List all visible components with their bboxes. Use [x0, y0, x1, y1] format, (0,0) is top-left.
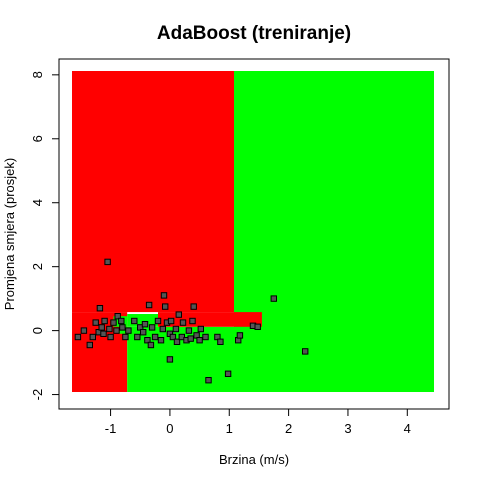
data-point — [101, 317, 108, 325]
data-point — [74, 333, 82, 341]
x-axis: -1 0 1 2 3 4 — [105, 408, 411, 436]
data-point — [119, 324, 126, 331]
data-point — [147, 341, 155, 349]
data-point — [217, 338, 224, 346]
data-point — [197, 325, 205, 333]
data-point — [96, 305, 104, 312]
data-point — [189, 317, 196, 325]
data-point — [107, 333, 114, 341]
chart-title: AdaBoost (treniranje) — [157, 23, 351, 44]
data-point — [134, 333, 141, 341]
data-point — [179, 319, 187, 326]
x-tick-label: 3 — [344, 421, 351, 436]
data-point — [98, 324, 105, 331]
data-point — [144, 337, 151, 344]
data-point — [125, 327, 132, 334]
data-point — [80, 327, 88, 334]
data-point — [254, 323, 261, 331]
data-point — [106, 325, 113, 333]
data-point — [151, 333, 159, 341]
data-point — [110, 319, 117, 326]
data-point — [131, 317, 138, 325]
data-point — [154, 317, 162, 325]
data-point — [167, 317, 175, 325]
data-point — [86, 341, 93, 349]
data-point — [89, 333, 96, 341]
data-point — [175, 311, 183, 318]
data-point — [178, 333, 186, 341]
x-axis-label: Brzina (m/s) — [219, 452, 289, 467]
data-point — [185, 327, 193, 334]
x-tick-label: -1 — [105, 421, 117, 436]
data-point — [202, 333, 209, 341]
data-point — [187, 335, 194, 342]
data-point — [190, 303, 197, 310]
data-point — [140, 329, 147, 336]
data-point — [148, 324, 156, 331]
y-tick-label: 8 — [30, 71, 45, 78]
data-point — [172, 325, 180, 333]
y-tick-label: -2 — [30, 389, 45, 401]
y-axis: -2 0 2 4 6 8 — [30, 71, 60, 401]
data-point — [114, 313, 121, 320]
data-point — [166, 356, 174, 363]
data-point — [162, 303, 169, 310]
y-tick-label: 4 — [30, 199, 45, 206]
data-point — [196, 337, 203, 344]
data-point — [157, 337, 165, 344]
data-point — [92, 319, 99, 326]
data-point — [145, 301, 153, 309]
training-points — [74, 258, 309, 384]
y-tick-label: 2 — [30, 263, 45, 270]
data-point — [205, 377, 212, 384]
x-tick-label: 2 — [285, 421, 292, 436]
data-point — [159, 325, 167, 333]
x-tick-label: 4 — [404, 421, 411, 436]
data-point — [173, 338, 181, 346]
data-point — [118, 317, 125, 325]
data-point — [169, 333, 177, 341]
data-point — [236, 332, 244, 339]
decision-regions — [72, 71, 434, 392]
y-tick-label: 6 — [30, 135, 45, 142]
y-axis-label: Promjena smjera (prosjek) — [2, 158, 17, 310]
region-green-1 — [234, 71, 434, 392]
data-point — [100, 330, 107, 338]
data-point — [104, 258, 111, 266]
data-point — [224, 370, 232, 378]
data-point — [270, 295, 278, 302]
x-tick-label: 0 — [166, 421, 173, 436]
data-point — [122, 333, 129, 341]
data-point — [113, 327, 120, 334]
x-tick-label: 1 — [226, 421, 233, 436]
data-point — [141, 321, 149, 328]
data-point — [302, 348, 309, 355]
y-tick-label: 0 — [30, 327, 45, 334]
region-red-0 — [72, 71, 234, 313]
data-point — [160, 292, 168, 299]
